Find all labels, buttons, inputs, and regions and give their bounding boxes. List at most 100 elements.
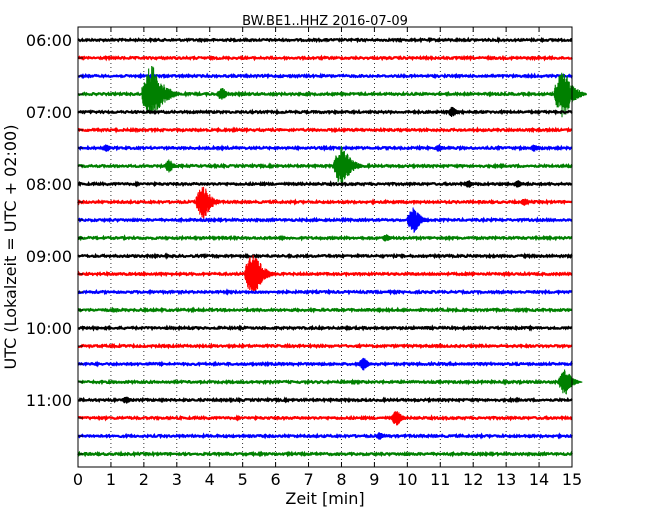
trace-row-0700 [77,106,573,118]
event-burst-0 [406,207,431,233]
trace-line [77,198,573,206]
trace-row-0600 [77,36,573,44]
x-tick-label: 5 [238,470,248,489]
x-tick-label: 11 [430,470,450,489]
trace-row-0915 [76,255,573,292]
trace-line [77,414,573,422]
y-tick-label: 07:00 [26,103,72,122]
event-burst-1 [216,88,235,100]
x-tick-label: 3 [172,470,182,489]
chart-title: BW.BE1..HHZ 2016-07-09 [242,14,408,29]
trace-row-1015 [77,342,573,350]
event-burst-2 [553,72,588,118]
trace-line [77,108,573,116]
event-burst-1 [434,144,451,152]
trace-row-0900 [77,252,573,260]
trace-line [77,360,573,368]
event-burst-1 [519,198,536,206]
event-burst-1 [513,180,530,188]
event-burst-0 [390,411,411,426]
trace-line [77,396,573,404]
trace-row-1045 [77,369,583,395]
trace-row-0715 [77,126,573,134]
trace-line [77,288,573,296]
trace-row-0845 [77,234,573,242]
trace-row-0930 [77,288,573,296]
event-burst-0 [244,255,277,292]
x-tick-label: 12 [463,470,483,489]
x-tick-label: 13 [496,470,516,489]
trace-rows [76,36,588,458]
event-burst-0 [463,180,480,188]
trace-line [77,378,573,386]
trace-line [77,342,573,350]
y-tick-label: 06:00 [26,31,72,50]
y-axis-ticks: 06:00 07:00 08:00 09:00 10:00 11:00 [26,31,83,455]
trace-line [77,324,573,332]
trace-line [77,450,573,458]
trace-row-1130 [77,432,573,440]
trace-row-0815 [77,186,573,219]
trace-line [77,432,573,440]
trace-row-0830 [77,207,573,233]
y-tick-label: 11:00 [26,391,72,410]
x-tick-label: 2 [139,470,149,489]
x-tick-label: 14 [529,470,549,489]
event-burst-1 [333,145,365,185]
trace-row-0645 [77,66,588,118]
y-axis-label: UTC (Lokalzeit = UTC + 02:00) [1,125,20,370]
trace-line [77,162,573,170]
trace-row-0745 [77,145,573,185]
trace-line [77,144,573,152]
event-burst-0 [195,186,224,219]
event-burst-0 [558,369,583,395]
x-axis-label: Zeit [min] [285,489,364,508]
event-burst-0 [141,66,180,114]
trace-line [77,216,573,224]
x-tick-label: 1 [106,470,116,489]
event-burst-2 [529,144,546,152]
trace-row-1145 [77,450,573,458]
trace-row-1000 [77,324,573,332]
x-tick-label: 10 [397,470,417,489]
event-burst-0 [358,357,377,371]
trace-row-1030 [77,357,573,371]
event-burst-0 [163,159,183,173]
x-tick-label: 0 [73,470,83,489]
y-tick-label: 09:00 [26,247,72,266]
event-burst-0 [375,432,392,440]
trace-line [77,234,573,242]
x-tick-label: 8 [336,470,346,489]
trace-line [77,306,573,314]
trace-line [77,36,573,44]
trace-line [77,252,573,260]
trace-row-0730 [77,144,573,152]
y-tick-label: 10:00 [26,319,72,338]
trace-row-1115 [77,411,573,426]
trace-row-0615 [77,54,573,62]
trace-row-0630 [77,72,573,80]
x-tick-label: 9 [369,470,379,489]
x-tick-label: 4 [205,470,215,489]
event-burst-0 [447,106,465,118]
event-burst-0 [101,144,118,152]
trace-line [77,54,573,62]
x-tick-label: 6 [271,470,281,489]
trace-line [77,72,573,80]
event-burst-0 [381,234,398,242]
trace-row-0945 [77,306,573,314]
x-tick-label: 7 [303,470,313,489]
trace-row-1100 [77,396,573,404]
x-tick-label: 15 [562,470,582,489]
trace-line [76,270,573,278]
trace-line [77,180,573,188]
event-burst-0 [121,396,138,404]
plot-frame [77,26,573,468]
trace-row-0800 [77,180,573,188]
x-axis-ticks: 0 1 2 3 4 5 6 7 8 9 10 11 12 13 14 15 [73,27,582,489]
grid-lines [110,27,540,467]
trace-line [77,126,573,134]
y-tick-label: 08:00 [26,175,72,194]
